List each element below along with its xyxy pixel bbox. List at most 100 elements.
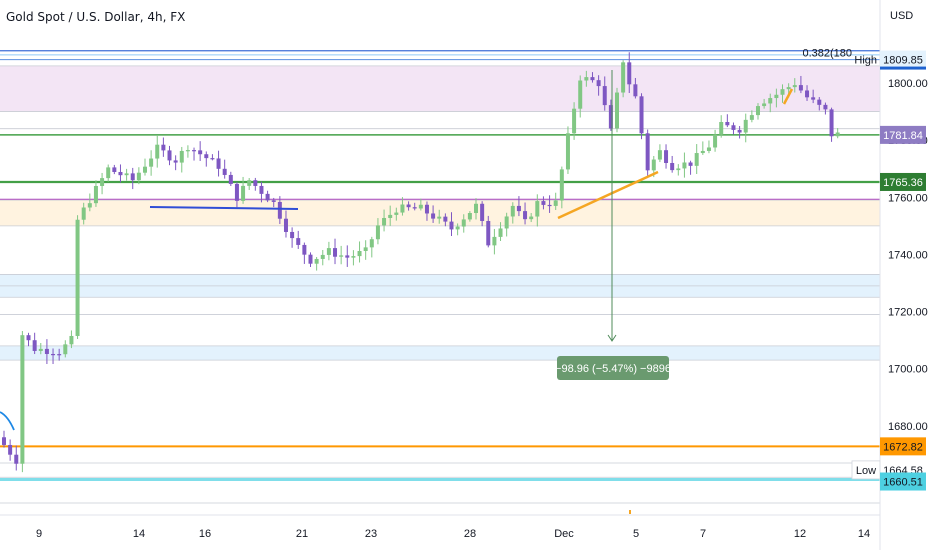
candle-body — [480, 203, 485, 221]
blue-trendline — [149, 206, 299, 210]
candle-body — [657, 150, 662, 160]
time-tick-label: 23 — [365, 528, 377, 540]
time-tick-label: 16 — [199, 528, 211, 540]
currency-label: USD — [890, 10, 914, 22]
candle-body — [320, 254, 325, 259]
candle-body — [431, 213, 436, 219]
time-tick-label: Dec — [554, 528, 574, 540]
candle-body — [185, 150, 190, 152]
time-tick-label: 14 — [133, 528, 145, 540]
candle-body — [2, 437, 6, 445]
candle-body — [265, 193, 270, 201]
candle-body — [792, 85, 797, 88]
candle-body — [155, 144, 160, 159]
candle-body — [8, 444, 13, 455]
candle-body — [363, 247, 368, 252]
candle-body — [694, 153, 699, 166]
price-axis[interactable]: 1800.001780.001760.001740.001720.001700.… — [879, 0, 932, 550]
candle-body — [418, 204, 423, 209]
candle-body — [412, 207, 417, 209]
candle-body — [38, 348, 43, 351]
candle-body — [651, 159, 656, 171]
green1-badge: 1781.84 — [880, 125, 926, 144]
candle-body — [81, 207, 86, 220]
time-tick-label: 28 — [464, 528, 476, 540]
time-axis[interactable]: 9 14 16 21 23 28 Dec 5 7 12 14 — [0, 514, 880, 540]
blue-curve — [0, 411, 15, 431]
candle-body — [706, 147, 711, 151]
candle-body — [688, 162, 693, 166]
cyan-badge: 1660.51 — [880, 472, 926, 491]
candle-body — [118, 171, 123, 176]
candle-body — [572, 108, 577, 134]
candle-body — [388, 214, 393, 218]
candle-body — [805, 90, 810, 98]
candle-body — [167, 150, 172, 161]
candle-body — [406, 204, 411, 208]
high-value-badge: 1809.85 — [880, 50, 926, 69]
low-label: Low — [856, 465, 876, 477]
candle-body — [51, 353, 56, 356]
candle-body — [474, 203, 479, 214]
candle-body — [326, 248, 331, 255]
candle-body — [130, 173, 135, 181]
measure-tooltip: −98.96 (−5.47%) −9896 — [555, 356, 671, 380]
candle-body — [811, 97, 816, 100]
candle-body — [523, 211, 528, 220]
candle-body — [369, 239, 374, 248]
high-value-badge-text: 1809.85 — [883, 55, 923, 67]
candle-body — [400, 204, 405, 213]
candle-body — [467, 213, 472, 220]
candle-body — [443, 216, 448, 222]
candle-body — [516, 205, 521, 212]
candle-body — [106, 167, 111, 179]
time-tick-label: 9 — [36, 528, 42, 540]
candle-body — [664, 150, 669, 163]
candle-body — [333, 248, 338, 257]
high-value-badge-bg — [880, 50, 926, 69]
candle-body — [142, 166, 147, 173]
candle-body — [547, 204, 552, 207]
green1-badge-text: 1781.84 — [883, 130, 923, 142]
candle-body — [234, 183, 239, 201]
candle-body — [817, 99, 822, 105]
candles-layer — [2, 52, 840, 473]
orange-short-trendline — [782, 88, 794, 105]
price-tick-label: 1760.00 — [888, 192, 928, 204]
high-badge-underline — [880, 66, 926, 70]
price-tick-label: 1720.00 — [888, 307, 928, 319]
candle-body — [774, 94, 779, 99]
candle-body — [486, 220, 491, 246]
candle-body — [339, 255, 344, 257]
candle-body — [455, 226, 460, 230]
candle-body — [670, 162, 675, 171]
candle-body — [161, 144, 166, 151]
price-tick-label: 1740.00 — [888, 249, 928, 261]
high-label: High — [854, 55, 877, 67]
green2-badge: 1765.36 — [880, 172, 926, 191]
drawings-layer: −98.96 (−5.47%) −9896 — [0, 70, 794, 514]
candle-body — [596, 80, 601, 87]
candle-body — [719, 122, 724, 135]
candle-body — [216, 158, 221, 169]
candle-body — [602, 86, 607, 106]
candle-body — [314, 258, 319, 264]
candle-body — [541, 201, 546, 205]
candle-body — [192, 150, 197, 152]
candle-body — [510, 205, 515, 217]
candle-body — [296, 238, 301, 245]
candle-body — [136, 172, 141, 181]
candle-body — [259, 185, 264, 194]
candle-body — [173, 160, 178, 163]
candle-body — [14, 454, 19, 464]
orange-trendline — [557, 170, 659, 220]
candle-body — [682, 162, 687, 169]
candle-body — [69, 335, 74, 345]
candle-body — [241, 185, 246, 201]
candle-body — [228, 174, 233, 184]
candle-body — [149, 158, 154, 167]
green2-badge-bg — [880, 172, 926, 191]
